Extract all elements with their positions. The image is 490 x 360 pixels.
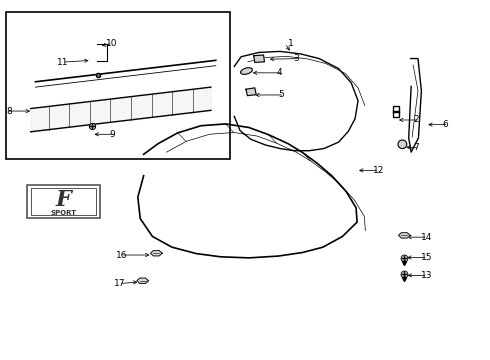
Text: 14: 14	[421, 233, 433, 242]
Polygon shape	[137, 278, 148, 283]
Text: 13: 13	[421, 271, 433, 280]
Text: 1: 1	[289, 39, 294, 48]
Text: 9: 9	[110, 130, 115, 139]
Ellipse shape	[241, 68, 252, 75]
Text: 15: 15	[421, 253, 433, 262]
Text: 12: 12	[373, 166, 384, 175]
Text: SPORT: SPORT	[50, 210, 76, 216]
Text: 6: 6	[442, 120, 448, 129]
Ellipse shape	[398, 140, 407, 149]
Text: 10: 10	[106, 39, 118, 48]
Text: 8: 8	[6, 107, 12, 116]
Text: 17: 17	[114, 279, 125, 288]
Text: F: F	[56, 189, 72, 211]
Polygon shape	[150, 251, 162, 256]
FancyBboxPatch shape	[31, 188, 96, 215]
Polygon shape	[398, 233, 410, 238]
Text: 3: 3	[294, 54, 299, 63]
Text: 11: 11	[57, 58, 69, 67]
Bar	[6, 12, 230, 158]
Text: 7: 7	[413, 143, 419, 152]
Polygon shape	[254, 55, 265, 63]
Text: 5: 5	[278, 90, 284, 99]
Polygon shape	[246, 88, 256, 96]
Text: 16: 16	[116, 251, 127, 260]
Text: 18: 18	[41, 192, 52, 201]
Text: 4: 4	[277, 68, 282, 77]
FancyBboxPatch shape	[27, 185, 100, 218]
Text: 2: 2	[413, 116, 419, 125]
